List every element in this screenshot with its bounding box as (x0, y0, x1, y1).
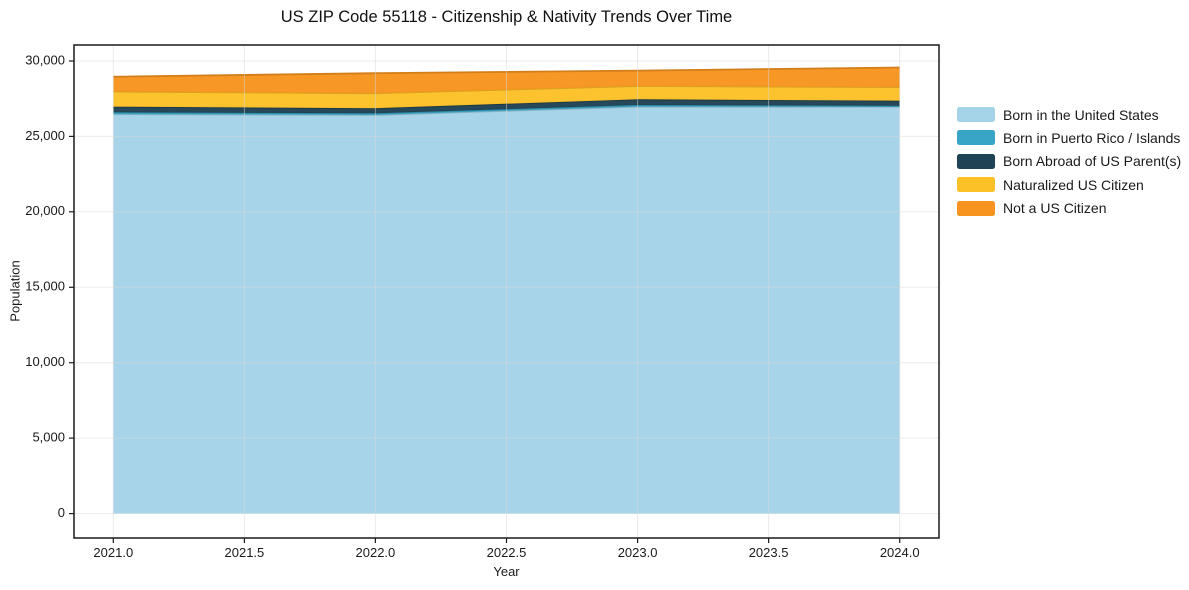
y-tick-label: 10,000 (25, 354, 65, 369)
legend-item-4: Not a US Citizen (957, 200, 1187, 217)
x-tick-label: 2023.5 (749, 545, 789, 560)
y-tick-label: 30,000 (25, 52, 65, 67)
legend-label: Born in the United States (1003, 106, 1159, 123)
legend: Born in the United States Born in Puerto … (957, 107, 1187, 224)
legend-label: Born Abroad of US Parent(s) (1003, 153, 1182, 170)
x-tick-label: 2024.0 (880, 545, 920, 560)
legend-label: Born in Puerto Rico / Islands (1003, 129, 1181, 146)
legend-item-0: Born in the United States (957, 106, 1187, 123)
x-tick-label: 2021.0 (93, 545, 133, 560)
legend-item-2: Born Abroad of US Parent(s) (957, 153, 1187, 170)
legend-item-3: Naturalized US Citizen (957, 176, 1187, 193)
x-tick-label: 2022.0 (356, 545, 396, 560)
x-axis-label: Year (493, 564, 520, 579)
y-axis-label: Population (7, 260, 23, 322)
legend-swatch (957, 177, 995, 193)
axis-ticks: 0 5,000 10,000 15,000 20,000 25,000 30,000 2021… (25, 52, 919, 560)
legend-label: Not a US Citizen (1003, 200, 1107, 217)
legend-swatch (957, 107, 995, 122)
legend-swatch (957, 153, 995, 169)
x-tick-label: 2023.0 (618, 545, 658, 560)
legend-swatch (957, 200, 995, 216)
chart-title: US ZIP Code 55118 - Citizenship & Nativi… (280, 8, 733, 26)
gridlines (74, 45, 939, 538)
legend-item-1: Born in Puerto Rico / Islands (957, 129, 1187, 146)
x-tick-label: 2022.5 (487, 545, 527, 560)
x-tick-label: 2021.5 (225, 545, 265, 560)
y-tick-label: 20,000 (25, 203, 65, 218)
y-tick-label: 25,000 (25, 128, 65, 143)
y-tick-label: 15,000 (25, 279, 65, 294)
y-tick-label: 0 (58, 505, 65, 520)
legend-label: Naturalized US Citizen (1003, 176, 1144, 193)
legend-swatch (957, 130, 995, 146)
y-tick-label: 5,000 (32, 430, 65, 445)
